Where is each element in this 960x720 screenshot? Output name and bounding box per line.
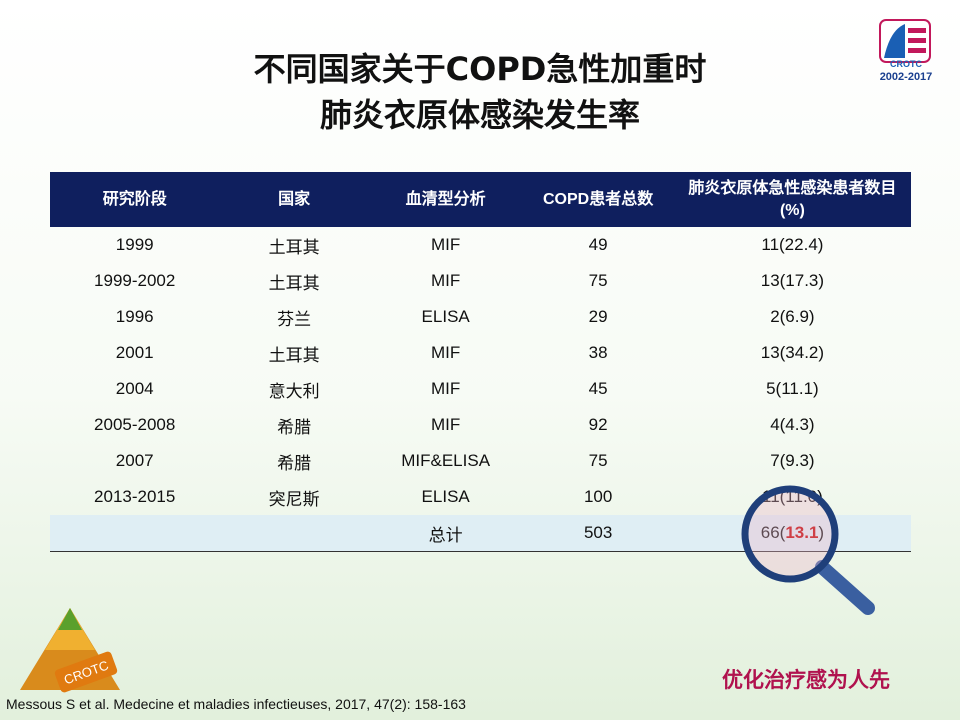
column-header: COPD患者总数 (522, 172, 674, 227)
table-cell: MIF (431, 343, 461, 362)
pyramid: CROTC (20, 608, 120, 693)
table-cell: 意大利 (268, 381, 320, 401)
cases-highlight: 13.1 (785, 523, 818, 542)
table-row: 2004 意大利 MIF 45 5(11.1) (50, 371, 911, 407)
table-cell: 突尼斯 (268, 489, 320, 509)
table-cell: ELISA (421, 487, 470, 506)
logo: CROTC 2002-2017 (879, 19, 933, 83)
table-cell: MIF (431, 271, 461, 290)
table-row: 2001 土耳其 MIF 38 13(34.2) (50, 335, 911, 371)
total-cases: 66(13.1) (673, 515, 911, 552)
logo-years: 2002-2017 (880, 71, 933, 83)
table-cell: 土耳其 (268, 345, 320, 365)
table-row: 2005-2008 希腊 MIF 92 4(4.3) (50, 407, 911, 443)
total-patients: 503 (522, 515, 674, 552)
title-line: 肺炎衣原体感染发生率 (319, 96, 640, 134)
slogan: 优化治疗感为人先 (722, 667, 890, 692)
table-cell: MIF (431, 379, 461, 398)
table-cell: 100 (583, 487, 613, 506)
table-cell: 92 (588, 415, 608, 434)
table-cell: 11(22.4) (761, 235, 824, 254)
table-cell: 13(34.2) (760, 343, 825, 362)
table-cell: 5(11.1) (766, 379, 819, 398)
table-cell: 2005-2008 (94, 415, 176, 434)
table-cell: 38 (588, 343, 608, 362)
table-cell: 13(17.3) (760, 271, 825, 290)
table-cell: 2001 (115, 343, 154, 362)
citation: Messous S et al. Medecine et maladies in… (6, 696, 466, 712)
table-row: 2013-2015突尼斯ELISA10011(11.0) (50, 479, 911, 515)
table-cell: 75 (588, 451, 608, 470)
table-cell: 2(6.9) (770, 307, 815, 326)
table-row: 2007 希腊 MIF&ELISA 75 7(9.3) (50, 443, 911, 479)
table-cell: 45 (588, 379, 608, 398)
table-cell: MIF&ELISA (401, 451, 491, 470)
table-cell: 土耳其 (268, 273, 320, 293)
table-cell: 1999-2002 (94, 271, 176, 290)
column-header: 研究阶段 (50, 172, 220, 227)
table-cell: 希腊 (277, 417, 312, 437)
table-cell: 芬兰 (277, 309, 312, 329)
logo-name: CROTC (890, 59, 922, 69)
table-row: 1996 芬兰 ELISA 29 2(6.9) (50, 299, 911, 335)
table-cell (219, 515, 369, 552)
cases-suffix: ) (818, 523, 824, 542)
table-cell: 2007 (115, 451, 154, 470)
table-cell (50, 515, 220, 552)
title-line: 不同国家关于COPD急性加重时 (253, 50, 707, 88)
table-cell: 4(4.3) (770, 415, 815, 434)
table-cell: 49 (588, 235, 608, 254)
total-row: 总计50366(13.1) (50, 515, 911, 552)
table-cell: MIF (431, 235, 461, 254)
column-header: 血清型分析 (368, 172, 523, 227)
column-header: 肺炎衣原体急性感染患者数目(%) (673, 172, 911, 227)
table-cell: 2013-2015 (94, 487, 176, 506)
table-cell: 1996 (115, 307, 154, 326)
table-cell: 1999 (115, 235, 154, 254)
table-cell: 7(9.3) (770, 451, 815, 470)
data-table: 研究阶段 国家 血清型分析 COPD患者总数 肺炎衣原体急性感染患者数目(%) 1999… (50, 172, 911, 552)
table-cell: 2004 (115, 379, 154, 398)
table-cell: 29 (588, 307, 608, 326)
table-body: 1999 土耳其 MIF 49 11(22.4) 1999-2002 土耳其 MIF 75 13(… (50, 227, 911, 552)
table-row: 1999-2002 土耳其 MIF 75 13(17.3) (50, 263, 911, 299)
table-cell: 希腊 (277, 453, 312, 473)
magnifier (741, 485, 875, 615)
column-header: 国家 (219, 172, 369, 227)
table-header: 研究阶段 国家 血清型分析 COPD患者总数 肺炎衣原体急性感染患者数目(%) (50, 172, 911, 227)
cases-prefix: 66( (761, 523, 786, 542)
total-label: 总计 (368, 515, 523, 552)
table-cell: 75 (588, 271, 608, 290)
table-cell: 土耳其 (268, 237, 320, 257)
table-row: 1999 土耳其 MIF 49 11(22.4) (50, 227, 911, 263)
table-cell: ELISA (421, 307, 470, 326)
table-cell: MIF (431, 415, 461, 434)
